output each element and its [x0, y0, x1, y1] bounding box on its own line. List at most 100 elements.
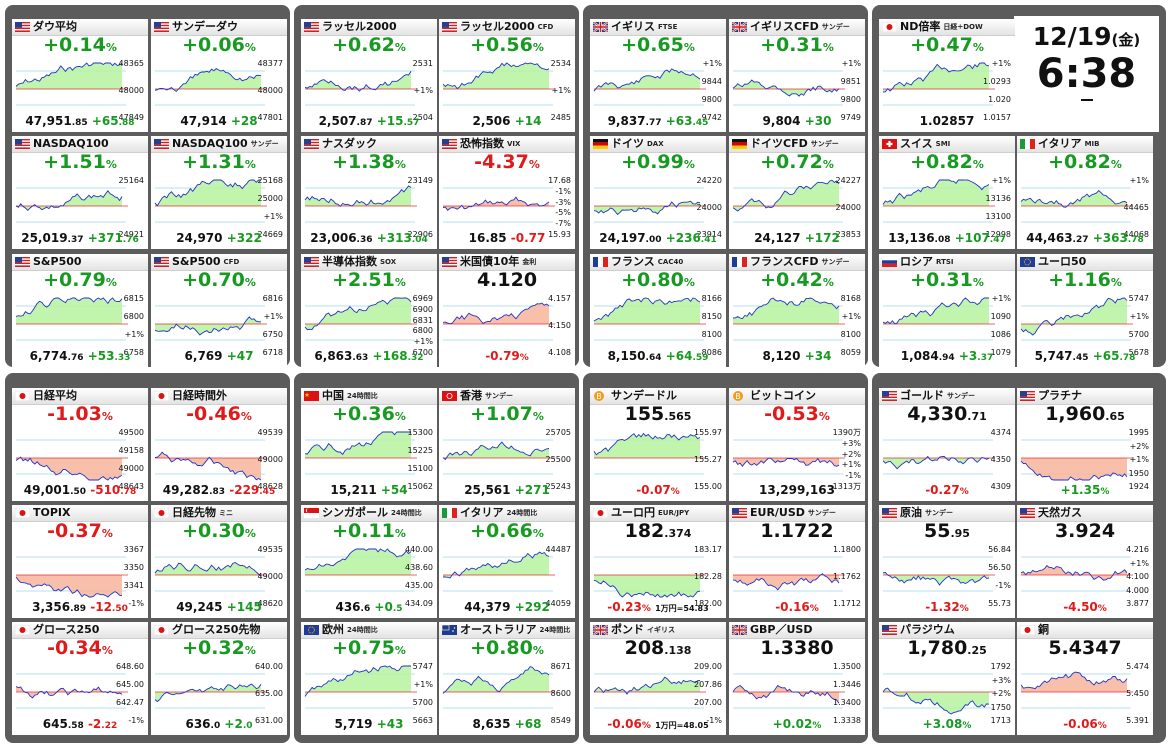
- market-card[interactable]: 香港 サンデー +1.07% 25705 25500 25243 25,561 +271: [439, 388, 575, 501]
- market-card[interactable]: ナスダック +1.38% 23149 22906 23,006.36 +313.04: [301, 136, 437, 249]
- market-card[interactable]: ゴールド サンデー 4,330.71 4374 4350 4309 -0.27%: [879, 388, 1015, 501]
- market-card[interactable]: グロース250先物 +0.32% 640.00 635.00 631.00 636.0 +…: [151, 622, 287, 735]
- card-title: パラジウム: [879, 622, 1015, 639]
- axis-label: 1.1712: [833, 599, 861, 608]
- market-card[interactable]: ダウ平均 +0.14% 48365 48000 47849 47,951.85 +65.8…: [12, 19, 148, 132]
- market-card[interactable]: サンデーダウ +0.06% 48377 48000 47801 47,914 +28: [151, 19, 287, 132]
- market-card[interactable]: NASDAQ100 サンデー +1.31% 25168 25000 +1% 24669 24,…: [151, 136, 287, 249]
- card-main-value: 5.4347: [1048, 637, 1122, 659]
- card-title: S&P500 CFD: [151, 254, 287, 271]
- axis-label: 1079: [990, 348, 1011, 357]
- market-card[interactable]: 半導体指数 SOX +2.51% 6969 6900 6831 6800 +1% 6700 6,8…: [301, 254, 437, 367]
- market-card[interactable]: シンガポール 24時間比 +0.11% 440.00 438.60 435.00 434.0…: [301, 505, 437, 618]
- axis-label: -1%: [555, 187, 571, 196]
- card-main-value: +0.66%: [470, 520, 544, 542]
- axis-label: 635.00: [255, 689, 283, 698]
- axis-label: 48643: [118, 482, 144, 491]
- market-card[interactable]: 欧州 24時間比 +0.75% 5747 +1% 5700 5663 5,719 +43: [301, 622, 437, 735]
- card-change: +30: [804, 114, 832, 128]
- market-card[interactable]: 中国 24時間比 +0.36% 15300 15225 15100 15062 15,211 …: [301, 388, 437, 501]
- axis-label: +1%: [413, 680, 433, 689]
- card-change: +172: [804, 231, 840, 245]
- card-bottom: 23,006.36 +313.04: [310, 231, 428, 245]
- card-name: NASDAQ100: [33, 137, 109, 150]
- card-name: GBP／USD: [750, 623, 813, 636]
- market-card[interactable]: イタリア MIB +0.82% +1% 44465 44068 44,463.27 +363…: [1017, 136, 1153, 249]
- axis-label: 12998: [985, 230, 1011, 239]
- axis-label: +1%: [841, 312, 861, 321]
- card-main-value: +0.82%: [1048, 151, 1122, 173]
- card-subtitle: VIX: [507, 140, 521, 148]
- market-card[interactable]: 恐怖指数 VIX -4.37% 17.68 -1% -3% -5% -7% 15.93 16.85…: [439, 136, 575, 249]
- market-card[interactable]: 原油 サンデー 55.95 56.84 56.50 -1% 55.73 -1.32%: [879, 505, 1015, 618]
- market-card[interactable]: 天然ガス 3.924 4.216 +1% 4.100 4.000 3.877 -4.50%: [1017, 505, 1153, 618]
- card-main-value: +1.31%: [182, 151, 256, 173]
- market-card[interactable]: ロシア RTSI +0.31% +1% 1090 1086 1079 1,084.94 +3.…: [879, 254, 1015, 367]
- market-card[interactable]: S&P500 CFD +0.70% 6816 +1% 6750 6718 6,769 +47: [151, 254, 287, 367]
- market-card[interactable]: 日経先物 ミニ +0.30% 49535 49000 48620 49,245 +145: [151, 505, 287, 618]
- axis-label: 6831: [412, 316, 433, 325]
- market-card[interactable]: GBP／USD 1.3380 1.3500 1.3446 1.3400 1.3338 +0…: [729, 622, 865, 735]
- market-card[interactable]: パラジウム 1,780.25 1792 +3% +2% 1750 1713 +3.08%: [879, 622, 1015, 735]
- market-card[interactable]: スイス SMI +0.82% +1% 13136 13100 12998 13,136.08 …: [879, 136, 1015, 249]
- market-card[interactable]: グロース250 -0.34% 648.60 645.00 642.47 -1% 645.58…: [12, 622, 148, 735]
- card-change: -0.79: [485, 349, 520, 363]
- market-card[interactable]: ユーロ円 EUR/JPY 182.374 183.17 182.28 182.00 -0.…: [590, 505, 726, 618]
- axis-label: 9800: [701, 95, 722, 104]
- card-change: +168: [372, 349, 408, 363]
- axis-label: 1.3446: [833, 680, 861, 689]
- card-bottom: 9,837.77 +63.45: [607, 114, 709, 128]
- market-card[interactable]: TOPIX -0.37% 3367 3350 3341 -1% 3,356.89 -12.5…: [12, 505, 148, 618]
- card-bottom: 8,120 +34: [762, 349, 832, 363]
- market-card[interactable]: ラッセル2000 +0.62% 2531 +1% 2504 2,507.87 +15.57: [301, 19, 437, 132]
- market-card[interactable]: EUR/USD サンデー 1.1722 1.1800 1.1762 1.1712 -0.1…: [729, 505, 865, 618]
- market-card[interactable]: イギリスCFD サンデー +0.31% +1% 9851 9800 9749 9,804 +3…: [729, 19, 865, 132]
- axis-label: 6816: [262, 294, 283, 303]
- market-card[interactable]: 米国債10年 金利 4.120 4.157 4.150 4.108 -0.79%: [439, 254, 575, 367]
- axis-label: 1.1800: [833, 545, 861, 554]
- ch-flag-icon: [882, 139, 897, 149]
- market-card[interactable]: ユーロ50 +1.16% 5747 +1% 5700 5678 5,747.45 +65.7…: [1017, 254, 1153, 367]
- market-card[interactable]: イギリス FTSE +0.65% +1% 9844 9800 9742 9,837.77 +6…: [590, 19, 726, 132]
- sparkline-chart: [154, 556, 267, 592]
- axis-label: 49000: [257, 455, 283, 464]
- us-flag-icon: [304, 22, 319, 32]
- market-card[interactable]: プラチナ 1,960.65 1995 +2% +1% 1950 1924 +1.35%: [1017, 388, 1153, 501]
- card-subtitle: DAX: [647, 140, 664, 148]
- card-title: 米国債10年 金利: [439, 254, 575, 271]
- us-flag-icon: [15, 139, 30, 149]
- market-card[interactable]: イタリア 24時間比 +0.66% 44487 44059 44,379 +292: [439, 505, 575, 618]
- card-title: シンガポール 24時間比: [301, 505, 437, 522]
- sparkline-chart: [15, 62, 128, 106]
- market-card[interactable]: B サンデードル 155.565 155.97 155.27 155.00 -0.07%: [590, 388, 726, 501]
- sparkline-chart: [732, 439, 845, 475]
- market-card[interactable]: ND倍率 日経÷DOW +0.47% +1% 1.0293 1.020 1.0157 1.02…: [879, 19, 1015, 132]
- card-bottom: 15,211 +54: [330, 483, 408, 497]
- market-card[interactable]: S&P500 +0.79% 6815 6800 +1% 6758 6,774.76 +53.…: [12, 254, 148, 367]
- card-bottom: -0.27%: [925, 483, 969, 497]
- market-card[interactable]: フランス CAC40 +0.80% 8166 8150 8100 8086 8,150.64 …: [590, 254, 726, 367]
- card-name: フランス: [611, 255, 655, 268]
- card-subtitle: RTSI: [936, 258, 954, 266]
- card-bottom: 49,001.50 -510.78: [23, 483, 137, 497]
- market-card[interactable]: 日経時間外 -0.46% 49539 49000 48628 49,282.83 -229…: [151, 388, 287, 501]
- card-change: +54: [380, 483, 408, 497]
- market-card[interactable]: ドイツ DAX +0.99% 24220 24000 23914 24,197.00 +23…: [590, 136, 726, 249]
- card-title: ND倍率 日経÷DOW: [879, 19, 1015, 36]
- market-card[interactable]: 銅 5.4347 5.474 5.450 5.391 -0.06%: [1017, 622, 1153, 735]
- market-card[interactable]: フランスCFD サンデー +0.42% 8168 +1% 8100 8059 8,120 +3…: [729, 254, 865, 367]
- card-title: GBP／USD: [729, 622, 865, 639]
- market-card[interactable]: B ビットコイン -0.53% 1390万 +3% +2% +1% -1% 1313万 13,29…: [729, 388, 865, 501]
- market-card[interactable]: NASDAQ100 +1.51% 25164 24921 25,019.37 +371.…: [12, 136, 148, 249]
- market-card[interactable]: ドイツCFD サンデー +0.72% 24227 24000 23853 24,127 +1…: [729, 136, 865, 249]
- axis-label: 15100: [407, 464, 433, 473]
- card-bottom: 47,951.85 +65.88: [25, 114, 135, 128]
- card-title: グロース250: [12, 622, 148, 639]
- market-card[interactable]: ポンド イギリス 208.138 209.00 207.86 207.00 -1% -0.0…: [590, 622, 726, 735]
- market-card[interactable]: 日経平均 -1.03% 49500 49158 49000 48643 49,001.50 …: [12, 388, 148, 501]
- market-card[interactable]: オーストラリア 24時間比 +0.80% 8671 8600 8549 8,635 +68: [439, 622, 575, 735]
- axis-label: 440.00: [405, 545, 433, 554]
- market-card[interactable]: ラッセル2000 CFD +0.56% 2534 +1% 2485 2,506 +14: [439, 19, 575, 132]
- card-title: 原油 サンデー: [879, 505, 1015, 522]
- card-subtitle: サンデー: [925, 509, 953, 517]
